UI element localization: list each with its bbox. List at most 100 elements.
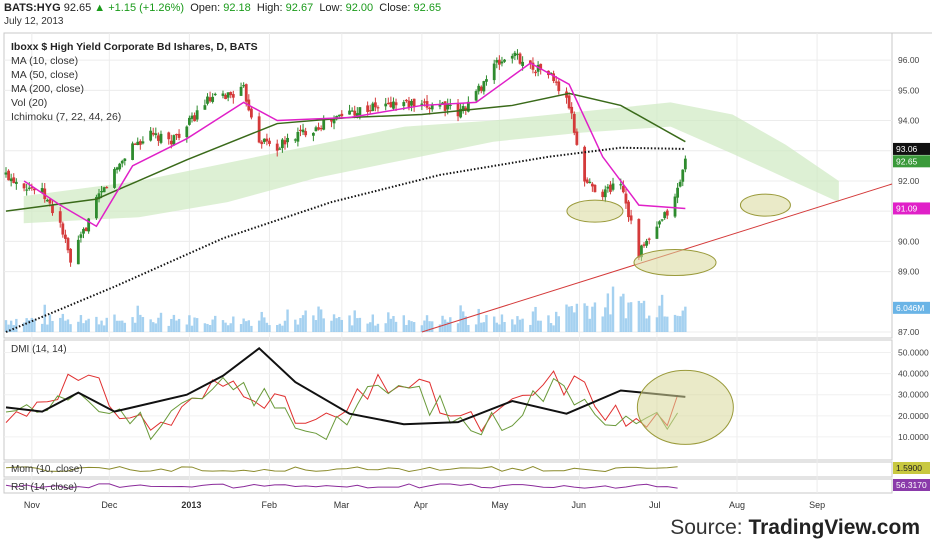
volume-bar	[462, 311, 465, 332]
volume-bar	[673, 314, 677, 332]
candle-body	[304, 131, 308, 136]
volume-bar	[139, 314, 142, 332]
volume-bar	[374, 325, 377, 332]
candle-body	[392, 101, 395, 109]
volume-bar	[265, 322, 269, 332]
price-badges: 93.06 92.65 91.09 6.046M 1.5900 56.3170	[893, 142, 930, 491]
x-tick-label: Apr	[414, 500, 428, 510]
volume-bar	[606, 293, 610, 332]
volume-bar	[500, 314, 504, 332]
candle-body	[330, 118, 333, 122]
legend-ma50[interactable]: MA (50, close)	[11, 69, 79, 81]
volume-bar	[260, 311, 263, 332]
price-tick-label: 87.00	[898, 327, 920, 337]
candle-body	[479, 86, 483, 91]
volume-bar	[539, 320, 542, 332]
volume-bar	[195, 318, 199, 332]
rsi-label[interactable]: RSI (14, close)	[11, 482, 78, 493]
volume-bar	[7, 324, 10, 332]
candle-body	[482, 81, 486, 92]
dmi-label[interactable]: DMI (14, 14)	[11, 344, 67, 355]
volume-bar	[678, 316, 682, 332]
volume-bar	[175, 320, 178, 332]
volume-bar	[330, 320, 333, 332]
legend-ma200[interactable]: MA (200, close)	[11, 83, 84, 95]
candle-body	[115, 167, 119, 170]
volume-bar	[317, 306, 320, 332]
volume-bar	[642, 300, 646, 332]
candle-body	[428, 107, 432, 110]
candle-body	[45, 200, 49, 202]
volume-bar	[443, 319, 447, 332]
source-prefix: Source:	[670, 516, 749, 539]
candle-body	[275, 143, 279, 151]
candle-body	[448, 104, 452, 107]
volume-bar	[474, 324, 478, 332]
volume-bar	[123, 322, 127, 332]
volume-bar	[141, 317, 145, 332]
candle-body	[673, 196, 677, 217]
candle-body	[185, 126, 189, 138]
candle-body	[208, 97, 212, 102]
volume-bar	[467, 324, 470, 332]
legend-ichimoku[interactable]: Ichimoku (7, 22, 44, 26)	[11, 111, 122, 123]
candle-body	[95, 196, 98, 219]
volume-bar	[28, 320, 31, 332]
candle-body	[48, 199, 52, 204]
volume-bar	[428, 321, 431, 332]
candle-body	[663, 212, 667, 219]
candle-body	[22, 183, 26, 189]
volume-bar	[552, 325, 555, 332]
candle-body	[87, 218, 91, 232]
last-price: 92.65	[63, 2, 92, 14]
volume-bar	[658, 305, 661, 332]
indicator-legend: Iboxx $ High Yield Corporate Bd Ishares,…	[11, 40, 258, 124]
open-label: Open:	[190, 2, 221, 14]
volume-bar	[619, 296, 622, 332]
candle-body	[348, 110, 351, 115]
volume-bar	[449, 317, 452, 332]
mom-label[interactable]: Mom (10, close)	[11, 464, 83, 475]
volume-bar	[593, 302, 597, 332]
candle-body	[495, 60, 499, 63]
mom-rsi-lines	[5, 466, 678, 489]
candle-body	[141, 141, 145, 144]
candle-body	[366, 105, 370, 112]
candle-body	[193, 115, 196, 122]
dmi-tick-label: 50.0000	[898, 348, 929, 358]
volume-bar	[154, 323, 158, 332]
candle-body	[425, 101, 429, 108]
candle-body	[229, 92, 233, 96]
candle-body	[268, 140, 271, 144]
candle-body	[239, 86, 243, 96]
x-tick-label: Jun	[571, 500, 586, 510]
volume-bar	[100, 320, 103, 332]
volume-bar	[482, 322, 486, 332]
candle-body	[221, 93, 225, 96]
candle-body	[513, 52, 517, 57]
legend-ma10[interactable]: MA (10, close)	[11, 55, 79, 67]
candle-body	[319, 127, 323, 130]
dmi-tick-label: 20.0000	[898, 411, 929, 421]
volume-bar	[480, 322, 483, 332]
candle-body	[33, 188, 36, 191]
candle-body	[113, 169, 116, 188]
volume-bar	[152, 322, 155, 332]
volume-bar	[585, 305, 589, 332]
volume-bar	[43, 304, 46, 332]
volume-bar	[115, 320, 119, 332]
x-tick-label: Aug	[729, 500, 745, 510]
volume-bar	[48, 314, 52, 332]
legend-volume[interactable]: Vol (20)	[11, 97, 48, 109]
volume-bar	[84, 320, 88, 332]
candle-body	[386, 102, 390, 105]
volume-bar	[511, 319, 514, 332]
candle-body	[404, 99, 408, 102]
volume-bar	[314, 320, 318, 332]
price-tick-label: 92.00	[898, 176, 920, 186]
ichimoku-cloud	[23, 102, 839, 224]
volume-bar	[431, 321, 434, 332]
close-label: Close:	[379, 2, 411, 14]
candle-body	[407, 100, 411, 107]
volume-bar	[513, 324, 517, 332]
